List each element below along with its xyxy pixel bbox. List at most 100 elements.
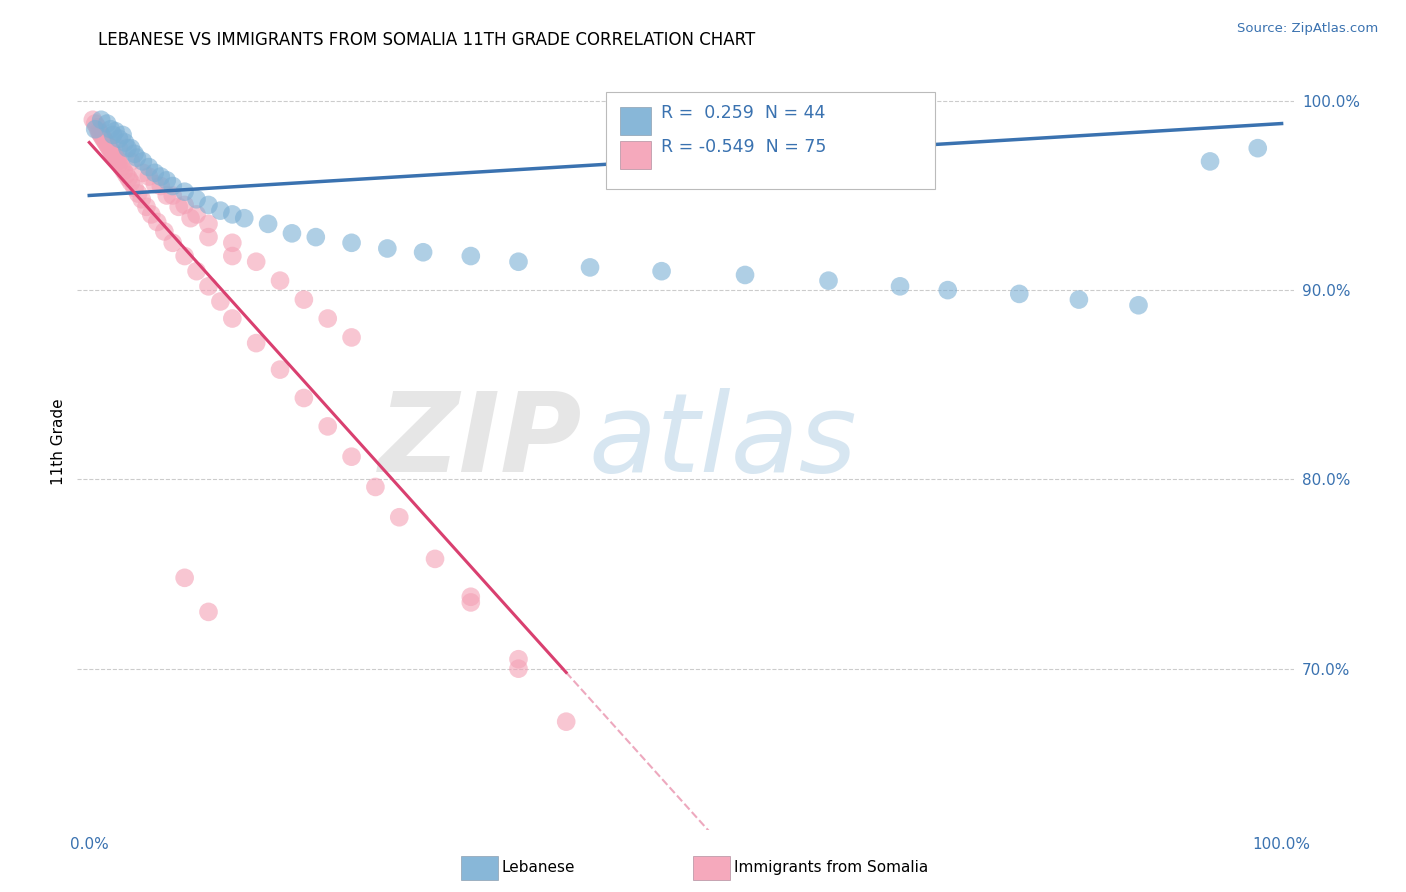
Point bbox=[114, 136, 136, 150]
Point bbox=[508, 662, 530, 676]
Point bbox=[340, 330, 363, 344]
Point bbox=[651, 264, 673, 278]
Text: R = -0.549  N = 75: R = -0.549 N = 75 bbox=[661, 138, 827, 156]
Point bbox=[101, 146, 124, 161]
Point bbox=[112, 164, 135, 178]
Point bbox=[131, 192, 153, 206]
Point bbox=[120, 141, 142, 155]
Point bbox=[135, 200, 157, 214]
Point bbox=[120, 175, 142, 189]
Point bbox=[221, 207, 243, 221]
Point bbox=[167, 200, 190, 214]
Point bbox=[100, 122, 122, 136]
Point bbox=[91, 129, 114, 144]
Point bbox=[233, 211, 256, 226]
Point bbox=[316, 419, 339, 434]
Point bbox=[89, 126, 111, 140]
Point bbox=[111, 128, 134, 142]
Point bbox=[93, 131, 115, 145]
Point bbox=[138, 169, 160, 184]
Point bbox=[141, 207, 163, 221]
Point bbox=[936, 283, 959, 297]
Y-axis label: 11th Grade: 11th Grade bbox=[51, 398, 66, 485]
Text: Immigrants from Somalia: Immigrants from Somalia bbox=[734, 861, 928, 875]
Point bbox=[197, 605, 219, 619]
Point bbox=[173, 198, 195, 212]
FancyBboxPatch shape bbox=[620, 141, 651, 169]
Point bbox=[125, 151, 148, 165]
Point bbox=[281, 227, 304, 241]
FancyBboxPatch shape bbox=[606, 93, 935, 189]
Text: Lebanese: Lebanese bbox=[502, 861, 575, 875]
Point bbox=[162, 188, 184, 202]
Point bbox=[412, 245, 434, 260]
Point bbox=[162, 235, 184, 250]
Point bbox=[555, 714, 578, 729]
Text: LEBANESE VS IMMIGRANTS FROM SOMALIA 11TH GRADE CORRELATION CHART: LEBANESE VS IMMIGRANTS FROM SOMALIA 11TH… bbox=[98, 31, 755, 49]
Text: atlas: atlas bbox=[588, 388, 856, 495]
Point bbox=[110, 160, 132, 174]
Point bbox=[423, 552, 446, 566]
Point bbox=[197, 217, 219, 231]
Point bbox=[138, 160, 160, 174]
Point bbox=[156, 188, 179, 202]
Point bbox=[209, 294, 232, 309]
Point bbox=[197, 198, 219, 212]
Point bbox=[146, 215, 169, 229]
Point bbox=[162, 179, 184, 194]
Point bbox=[221, 235, 243, 250]
Point bbox=[82, 112, 104, 127]
Point bbox=[173, 249, 195, 263]
Point bbox=[94, 134, 117, 148]
Point bbox=[460, 595, 482, 609]
Point bbox=[508, 652, 530, 666]
Point bbox=[292, 391, 315, 405]
Point bbox=[90, 112, 112, 127]
Point bbox=[143, 177, 166, 191]
Point bbox=[156, 173, 179, 187]
Point bbox=[132, 154, 155, 169]
Point bbox=[173, 185, 195, 199]
Point bbox=[1067, 293, 1090, 307]
Point bbox=[104, 151, 127, 165]
Point bbox=[132, 166, 155, 180]
Point bbox=[340, 450, 363, 464]
Point bbox=[103, 149, 125, 163]
Point bbox=[1128, 298, 1150, 312]
Point bbox=[364, 480, 387, 494]
Point bbox=[115, 168, 138, 182]
Point bbox=[1199, 154, 1222, 169]
Point bbox=[149, 169, 172, 184]
Point bbox=[87, 124, 110, 138]
Point bbox=[94, 136, 117, 150]
Point bbox=[292, 293, 315, 307]
Point bbox=[101, 145, 124, 159]
Point bbox=[388, 510, 411, 524]
FancyBboxPatch shape bbox=[620, 107, 651, 135]
Point bbox=[105, 153, 128, 167]
Point bbox=[1008, 286, 1031, 301]
Point bbox=[86, 120, 108, 135]
Point bbox=[269, 274, 291, 288]
Point bbox=[97, 139, 120, 153]
Point bbox=[245, 254, 267, 268]
Point bbox=[120, 154, 142, 169]
Point bbox=[221, 311, 243, 326]
Point bbox=[817, 274, 839, 288]
Point bbox=[153, 224, 176, 238]
Point bbox=[460, 590, 482, 604]
Point bbox=[100, 143, 122, 157]
Point bbox=[117, 171, 139, 186]
Point bbox=[508, 254, 530, 268]
Point bbox=[108, 156, 131, 170]
Point bbox=[269, 362, 291, 376]
Point bbox=[180, 211, 202, 226]
Point bbox=[127, 186, 149, 201]
Point bbox=[734, 268, 756, 282]
Point bbox=[186, 192, 208, 206]
Point bbox=[173, 571, 195, 585]
Point bbox=[124, 181, 146, 195]
Point bbox=[186, 207, 208, 221]
Point bbox=[186, 264, 208, 278]
Point bbox=[108, 141, 131, 155]
